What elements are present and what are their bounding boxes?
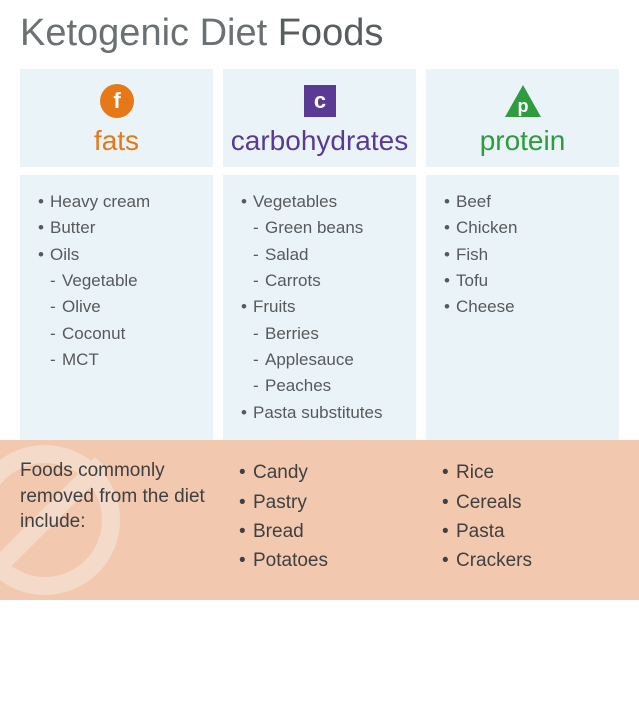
protein-icon: p [503,81,543,121]
list-item: Fish [444,242,609,268]
list-item: Heavy cream [38,189,203,215]
list-item: Pasta [442,517,619,546]
list-item: Pasta substitutes [241,400,406,426]
carbs-label: carbohydrates [231,125,408,157]
fats-body: Heavy creamButterOilsVegetableOliveCocon… [20,175,213,440]
list-item: Green beans [241,215,406,241]
protein-body: BeefChickenFishTofuCheese [426,175,619,440]
columns-container: f fats Heavy creamButterOilsVegetableOli… [20,69,619,440]
list-item: Carrots [241,268,406,294]
list-item: Olive [38,294,203,320]
list-item: Applesauce [241,347,406,373]
list-item: Peaches [241,373,406,399]
list-item: Berries [241,321,406,347]
list-item: Cereals [442,488,619,517]
list-item: Crackers [442,546,619,575]
list-item: Rice [442,458,619,487]
protein-list: BeefChickenFishTofuCheese [444,189,609,321]
carbs-list: VegetablesGreen beansSaladCarrotsFruitsB… [241,189,406,426]
removed-list-2: RiceCerealsPastaCrackers [426,458,619,576]
carbs-body: VegetablesGreen beansSaladCarrotsFruitsB… [223,175,416,440]
page-title: Ketogenic Diet Foods [20,12,619,55]
fats-icon: f [100,81,134,121]
list-item: Butter [38,215,203,241]
protein-label: protein [480,125,566,157]
list-item: Beef [444,189,609,215]
list-item: Potatoes [239,546,416,575]
svg-text:c: c [313,88,325,113]
svg-text:p: p [517,96,528,116]
title-light: Ketogenic Diet [20,12,278,54]
fats-header: f fats [20,69,213,167]
list-item: Vegetable [38,268,203,294]
removed-intro-col: Foods commonly removed from the diet inc… [20,458,213,576]
removed-section: Foods commonly removed from the diet inc… [0,440,639,600]
list-item: Salad [241,242,406,268]
list-item: Oils [38,242,203,268]
list-item: Fruits [241,294,406,320]
removed-intro-text: Foods commonly removed from the diet inc… [20,458,213,535]
protein-header: p protein [426,69,619,167]
list-item: Coconut [38,321,203,347]
column-protein: p protein BeefChickenFishTofuCheese [426,69,619,440]
carbs-header: c carbohydrates [223,69,416,167]
title-bold: Foods [278,12,384,54]
list-item: MCT [38,347,203,373]
list-item: Candy [239,458,416,487]
list-item: Pastry [239,488,416,517]
removed-list-1: CandyPastryBreadPotatoes [223,458,416,576]
list-item: Chicken [444,215,609,241]
carbs-icon: c [303,81,337,121]
fats-label: fats [94,125,139,157]
list-item: Cheese [444,294,609,320]
list-item: Bread [239,517,416,546]
fats-list: Heavy creamButterOilsVegetableOliveCocon… [38,189,203,373]
column-carbs: c carbohydrates VegetablesGreen beansSal… [223,69,416,440]
list-item: Tofu [444,268,609,294]
list-item: Vegetables [241,189,406,215]
column-fats: f fats Heavy creamButterOilsVegetableOli… [20,69,213,440]
svg-text:f: f [113,88,121,113]
